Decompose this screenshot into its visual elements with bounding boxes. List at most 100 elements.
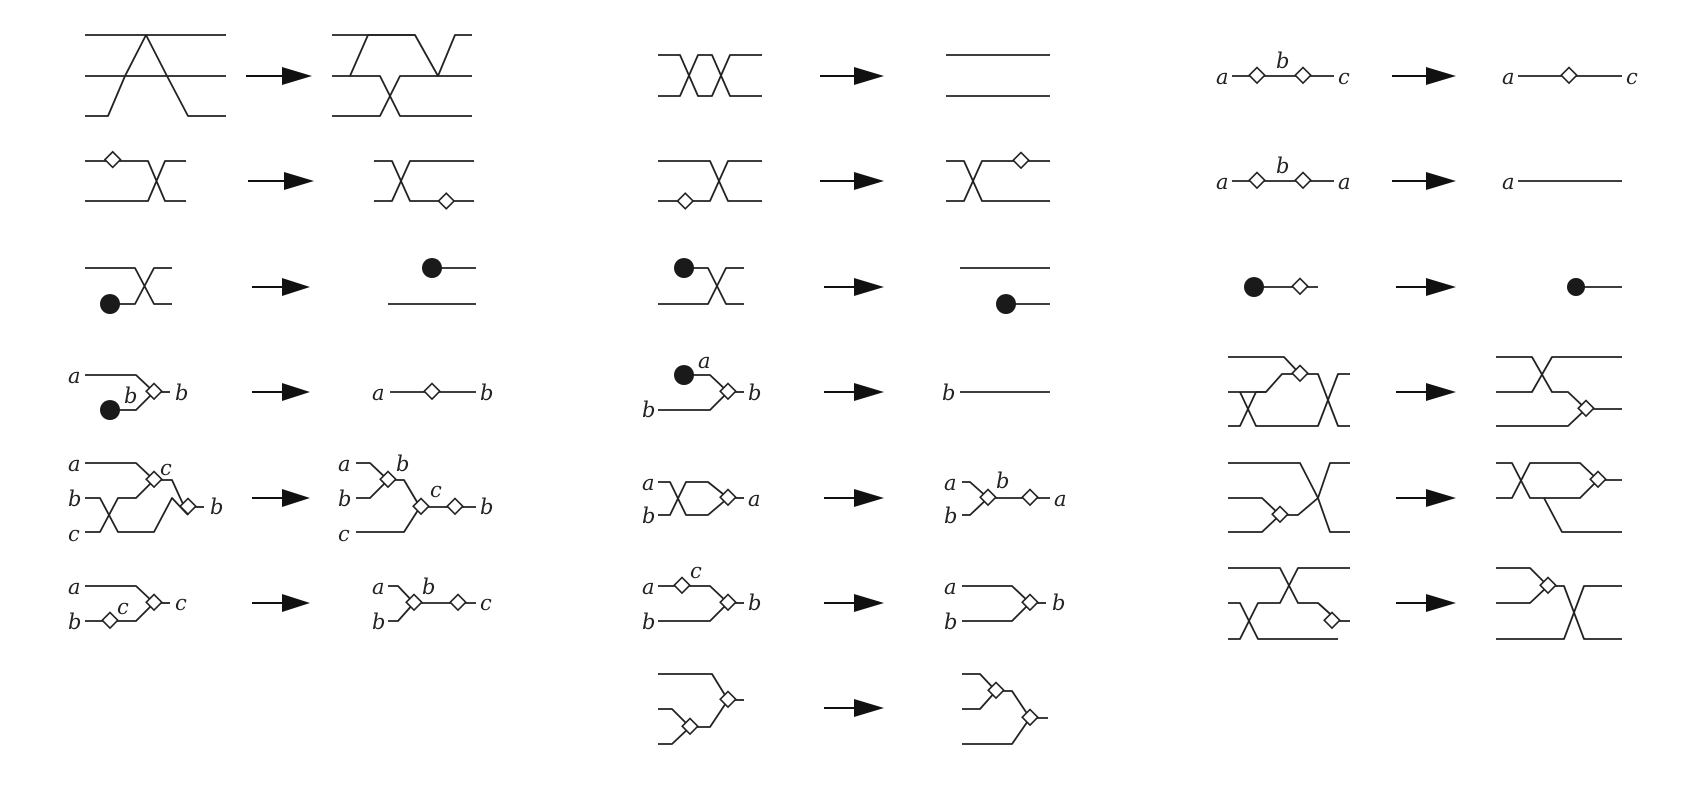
rule-col3-row5 <box>1228 462 1622 533</box>
label-b: b <box>1052 591 1065 615</box>
rule-col1-row4-lhs: a b b <box>68 364 188 420</box>
rule-col1-row6-arrow <box>252 594 310 612</box>
rule-col3-row3-lhs <box>1244 277 1318 297</box>
rule-col2-row4-rhs: b <box>942 381 1050 405</box>
node-diamond <box>719 488 737 507</box>
label-b: b <box>748 381 761 405</box>
rule-col3-row5-lhs <box>1228 462 1350 533</box>
node-diamond <box>446 497 464 516</box>
rule-col1-row2-lhs <box>85 150 186 202</box>
label-a: a <box>372 381 385 405</box>
rule-col3-row3 <box>1244 277 1622 297</box>
label-c: c <box>117 595 129 619</box>
rule-col3-row2: a b a a <box>1216 154 1622 194</box>
label-a: a <box>1338 170 1351 194</box>
rule-col1-row5-lhs: a c b c b <box>68 452 223 546</box>
rule-col3-row4-arrow <box>1396 383 1456 401</box>
node-diamond <box>103 150 122 169</box>
rule-col1-row6-rhs: a b b c <box>372 575 492 634</box>
unit-dot <box>674 365 694 385</box>
rule-col2-row6-lhs: a c b b <box>642 559 761 634</box>
rule-col2-row5: a b a a b b a <box>642 469 1067 528</box>
label-a: a <box>748 487 761 511</box>
rule-col3-row1: a b c a c <box>1216 49 1638 89</box>
rule-col1-row2 <box>85 150 474 210</box>
label-b: b <box>748 591 761 615</box>
label-b: b <box>942 381 955 405</box>
label-a: a <box>1502 65 1515 89</box>
label-b: b <box>68 487 81 511</box>
label-b: b <box>396 452 409 476</box>
node-diamond <box>101 611 119 630</box>
label-a: a <box>642 471 655 495</box>
label-b: b <box>372 610 385 634</box>
rule-col2-row5-arrow <box>824 489 884 507</box>
label-c: c <box>1338 65 1350 89</box>
label-b: b <box>422 575 435 599</box>
rule-col1-row1-arrow <box>246 67 312 85</box>
rule-col3-row4 <box>1228 356 1622 427</box>
rule-col2-row1-arrow <box>820 67 884 85</box>
rule-col3-row6-rhs <box>1496 567 1622 640</box>
node-diamond <box>449 593 467 612</box>
label-a: a <box>372 575 385 599</box>
rule-col1-row4-arrow <box>252 383 310 401</box>
node-diamond <box>1248 171 1266 190</box>
label-c: c <box>175 591 187 615</box>
rule-col1-row4: a b b a b <box>68 364 493 420</box>
node-diamond <box>673 576 691 595</box>
rule-col2-row1-rhs <box>946 54 1050 97</box>
rule-col3-row1-arrow <box>1392 67 1456 85</box>
rule-col2-row7-rhs <box>962 673 1048 745</box>
label-c: c <box>480 591 492 615</box>
node-diamond <box>987 681 1005 700</box>
unit-dot <box>100 400 120 420</box>
node-diamond <box>1539 576 1557 595</box>
rule-col1-row6: a b c c a b b c <box>68 575 492 634</box>
rule-col2-row7-arrow <box>824 699 884 717</box>
node-diamond <box>676 192 695 210</box>
label-a: a <box>944 575 957 599</box>
label-b: b <box>996 469 1009 493</box>
rule-col2-row6-arrow <box>824 594 884 612</box>
rule-col2-row6: a c b b a b b <box>642 559 1065 634</box>
rule-col2-row1-lhs <box>658 54 762 97</box>
rule-col1-row2-rhs <box>374 160 474 210</box>
label-c: c <box>430 478 442 502</box>
rule-col3-row6-lhs <box>1228 567 1350 640</box>
rule-col2-row3-arrow <box>824 278 884 296</box>
rule-col1-row6-lhs: a b c c <box>68 575 187 634</box>
label-a: a <box>68 575 81 599</box>
node-diamond <box>719 593 737 612</box>
node-diamond <box>1021 488 1039 507</box>
rule-col3-row3-arrow <box>1396 278 1456 296</box>
label-c: c <box>338 522 350 546</box>
rule-col3-row4-rhs <box>1496 356 1622 427</box>
node-diamond <box>1012 151 1030 170</box>
rule-col3-row1-rhs: a c <box>1502 65 1638 89</box>
node-diamond <box>379 470 397 489</box>
label-a: a <box>338 452 351 476</box>
node-diamond <box>1291 277 1309 296</box>
label-a: a <box>1216 65 1229 89</box>
rule-col3-row6-arrow <box>1396 594 1456 612</box>
node-diamond <box>1291 364 1309 383</box>
node-diamond <box>145 382 163 401</box>
node-diamond <box>412 497 430 516</box>
rule-col2-row3-lhs <box>658 258 744 305</box>
node-diamond <box>145 470 163 489</box>
unit-dot <box>996 294 1016 314</box>
unit-dot <box>422 258 442 278</box>
rule-col2-row5-lhs: a b a <box>642 471 761 528</box>
node-diamond <box>979 488 997 507</box>
rule-col1-row3-lhs <box>85 267 172 314</box>
label-a: a <box>1054 487 1067 511</box>
rule-col1-row1-lhs <box>85 34 226 117</box>
rule-col1-row3 <box>85 258 476 314</box>
label-b: b <box>944 504 957 528</box>
node-diamond <box>1294 66 1312 85</box>
node-diamond <box>179 497 197 516</box>
rule-col1-row2-arrow <box>248 172 314 190</box>
node-diamond <box>681 717 699 736</box>
